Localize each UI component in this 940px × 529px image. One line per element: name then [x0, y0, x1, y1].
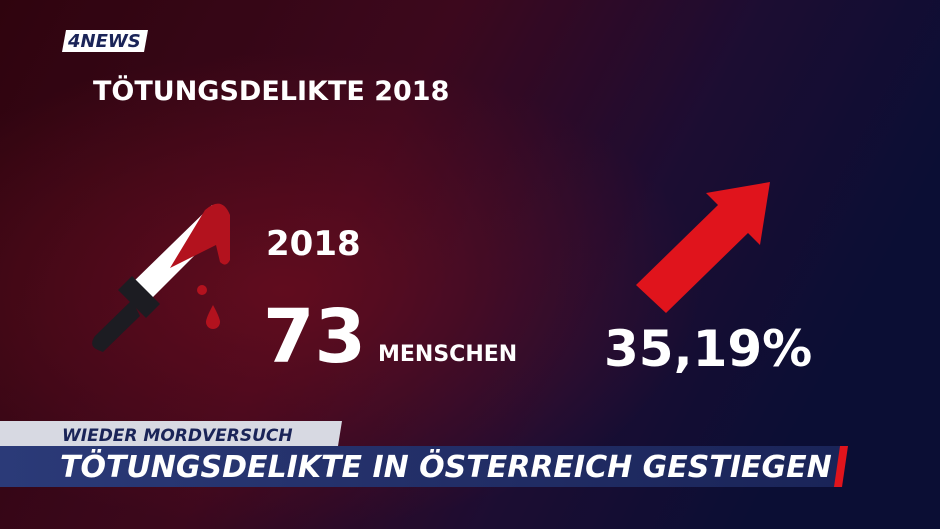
headline: TÖTUNGSDELIKTE IN ÖSTERREICH GESTIEGEN: [60, 448, 832, 485]
lower-third: WIEDER MORDVERSUCH TÖTUNGSDELIKTE IN ÖST…: [0, 421, 848, 487]
stat-count: 73: [263, 294, 366, 380]
title: TÖTUNGSDELIKTE 2018: [93, 74, 449, 107]
logo-box: [62, 30, 148, 52]
kicker: WIEDER MORDVERSUCH: [62, 426, 293, 446]
knife-icon: [92, 203, 230, 352]
stat-year: 2018: [266, 224, 361, 264]
up-arrow: [636, 182, 770, 313]
kicker-bar: [0, 421, 342, 446]
headline-bar: [0, 446, 846, 487]
stat-change: 35,19%: [604, 320, 812, 378]
logo-text: 4NEWS: [67, 31, 141, 52]
headline-accent: [834, 446, 848, 487]
stat-unit: MENSCHEN: [378, 342, 517, 367]
logo: 4NEWS: [62, 30, 148, 52]
